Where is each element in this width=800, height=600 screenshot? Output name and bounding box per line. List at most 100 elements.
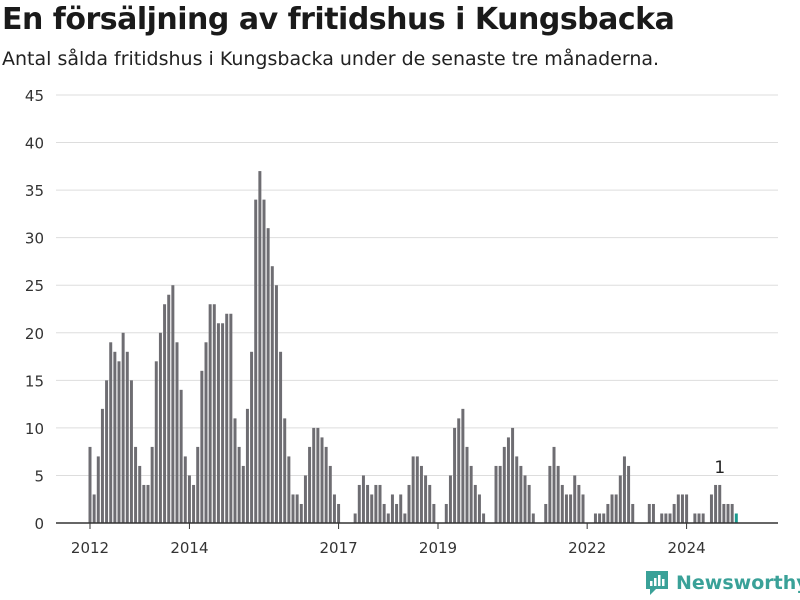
bar <box>303 475 307 523</box>
bar <box>328 465 332 523</box>
x-tick-label: 2024 <box>667 539 705 557</box>
bar <box>200 370 204 523</box>
bar <box>672 503 676 523</box>
bar <box>100 408 104 523</box>
bar <box>245 408 249 523</box>
bar <box>250 351 254 523</box>
bar <box>324 446 328 523</box>
bar <box>701 513 705 523</box>
newsworthy-brand[interactable]: Newsworthy <box>644 569 800 597</box>
newsworthy-logo-icon <box>646 571 668 595</box>
bar <box>482 513 486 523</box>
bar <box>254 199 258 523</box>
bar <box>577 484 581 523</box>
bar <box>142 484 146 523</box>
bar <box>378 484 382 523</box>
bar <box>96 456 100 523</box>
bar <box>502 446 506 523</box>
bar <box>279 351 283 523</box>
bar <box>432 503 436 523</box>
bar <box>154 361 158 523</box>
bar <box>618 475 622 523</box>
x-tick-label: 2012 <box>71 539 109 557</box>
bar <box>134 446 138 523</box>
bar <box>631 503 635 523</box>
bar <box>722 503 726 523</box>
y-tick-label: 30 <box>25 230 44 248</box>
bar <box>569 494 573 523</box>
bar <box>647 503 651 523</box>
bar <box>192 484 196 523</box>
bar <box>196 446 200 523</box>
bar <box>370 494 374 523</box>
y-tick-label: 10 <box>25 420 44 438</box>
bar <box>469 465 473 523</box>
bar <box>531 513 535 523</box>
bar <box>697 513 701 523</box>
bar-chart: 0 5 10 15 20 25 30 35 40 45 2012 2014 2017 2019 2022 20… <box>25 87 778 557</box>
bar <box>361 475 365 523</box>
bar <box>676 494 680 523</box>
bar <box>730 503 734 523</box>
bar <box>664 513 668 523</box>
bar <box>308 446 312 523</box>
bar <box>332 494 336 523</box>
bar <box>283 418 287 523</box>
bar <box>109 342 113 523</box>
bar <box>374 484 378 523</box>
bar <box>395 503 399 523</box>
bar <box>477 494 481 523</box>
bar <box>386 513 390 523</box>
bar <box>117 361 121 523</box>
bar <box>316 427 320 523</box>
bar <box>473 484 477 523</box>
y-tick-label: 20 <box>25 325 44 343</box>
bar <box>564 494 568 523</box>
bar <box>411 456 415 523</box>
bar <box>556 465 560 523</box>
bar <box>299 503 303 523</box>
bar <box>216 323 220 523</box>
bar <box>598 513 602 523</box>
bar <box>241 465 245 523</box>
bar <box>382 503 386 523</box>
bar <box>291 494 295 523</box>
bar <box>274 285 278 523</box>
x-tick-label: 2019 <box>419 539 457 557</box>
bar <box>150 446 154 523</box>
bar <box>407 484 411 523</box>
bar <box>548 465 552 523</box>
bar <box>399 494 403 523</box>
bar <box>515 456 519 523</box>
y-tick-label: 45 <box>25 87 44 105</box>
bar <box>444 503 448 523</box>
bar <box>498 465 502 523</box>
bar <box>581 494 585 523</box>
bar <box>146 484 150 523</box>
bar <box>208 304 212 523</box>
bar <box>229 313 233 523</box>
bar <box>237 446 241 523</box>
bar <box>593 513 597 523</box>
bar <box>187 475 191 523</box>
y-tick-label: 25 <box>25 277 44 295</box>
bar <box>266 228 270 523</box>
bar <box>258 171 262 524</box>
y-tick-label: 40 <box>25 135 44 153</box>
bar <box>519 465 523 523</box>
bar <box>171 285 175 523</box>
bar <box>606 503 610 523</box>
bar <box>610 494 614 523</box>
bar <box>92 494 96 523</box>
bar <box>121 332 125 523</box>
y-tick-label: 5 <box>34 467 44 485</box>
bar <box>158 332 162 523</box>
bar <box>270 266 274 523</box>
bar <box>428 484 432 523</box>
bar <box>602 513 606 523</box>
y-tick-label: 0 <box>34 515 44 533</box>
bar <box>627 465 631 523</box>
bar <box>337 503 341 523</box>
bar <box>622 456 626 523</box>
bar <box>453 427 457 523</box>
